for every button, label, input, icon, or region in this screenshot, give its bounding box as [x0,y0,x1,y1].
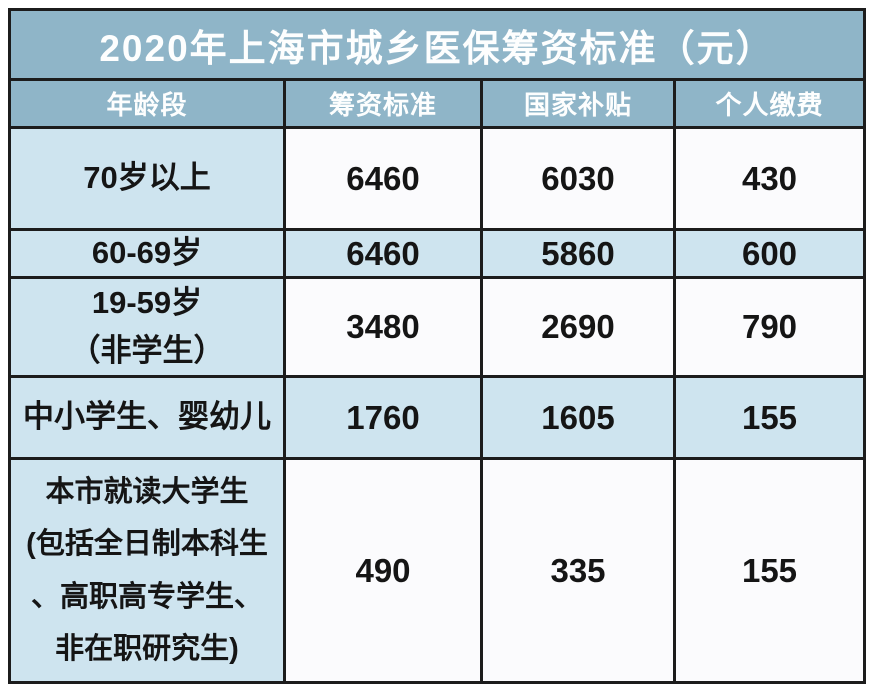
cell-students-individual: 155 [676,378,863,460]
row-label-students-infants: 中小学生、婴幼儿 [11,378,286,460]
cell-19-59-funding: 3480 [286,279,483,378]
cell-70plus-subsidy: 6030 [483,129,676,231]
cell-students-funding: 1760 [286,378,483,460]
row-label-college-students: 本市就读大学生 (包括全日制本科生 、高职高专学生、 非在职研究生) [11,460,286,681]
cell-college-funding: 490 [286,460,483,681]
col-header-funding-standard: 筹资标准 [286,81,483,129]
cell-70plus-individual: 430 [676,129,863,231]
cell-19-59-subsidy: 2690 [483,279,676,378]
cell-60-69-funding: 6460 [286,231,483,279]
row-label-19-59-nonstudent: 19-59岁 （非学生） [11,279,286,378]
cell-60-69-individual: 600 [676,231,863,279]
cell-college-subsidy: 335 [483,460,676,681]
table-title: 2020年上海市城乡医保筹资标准（元） [11,11,863,81]
cell-students-subsidy: 1605 [483,378,676,460]
row-label-60-69: 60-69岁 [11,231,286,279]
insurance-standards-table: 2020年上海市城乡医保筹资标准（元） 年龄段 筹资标准 国家补贴 个人缴费 7… [8,8,866,684]
cell-19-59-individual: 790 [676,279,863,378]
col-header-age-group: 年龄段 [11,81,286,129]
cell-70plus-funding: 6460 [286,129,483,231]
row-label-70plus: 70岁以上 [11,129,286,231]
col-header-state-subsidy: 国家补贴 [483,81,676,129]
col-header-individual-payment: 个人缴费 [676,81,863,129]
cell-college-individual: 155 [676,460,863,681]
cell-60-69-subsidy: 5860 [483,231,676,279]
